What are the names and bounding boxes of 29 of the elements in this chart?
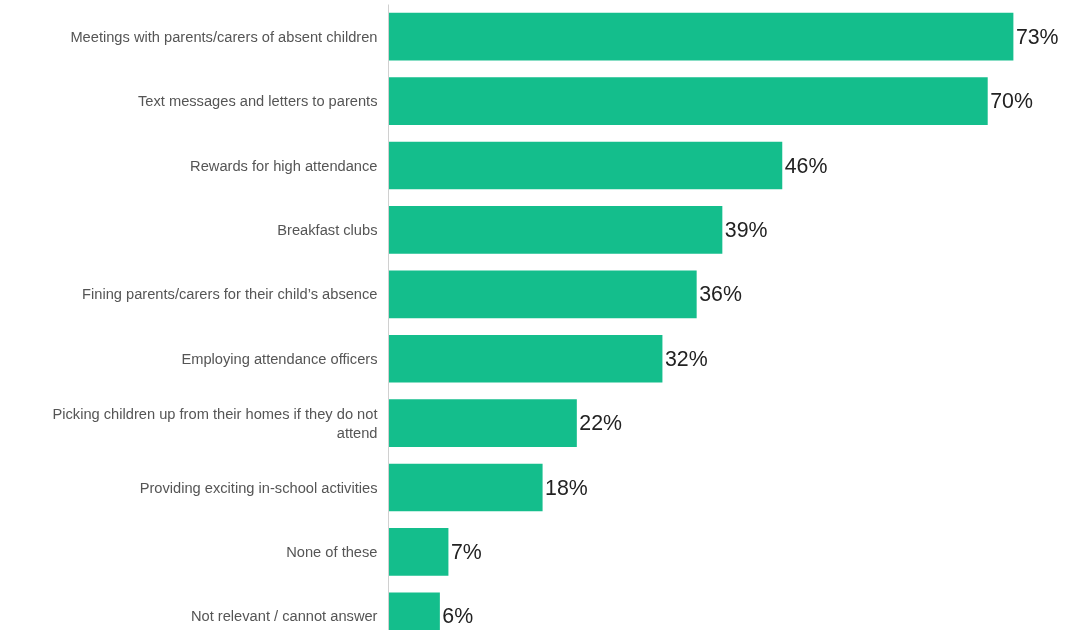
y-tick-label: Rewards for high attendance <box>190 157 378 174</box>
y-tick-label: Text messages and letters to parents <box>137 93 378 110</box>
y-tick-label: Breakfast clubs <box>277 221 378 238</box>
bar <box>388 399 577 447</box>
bar <box>388 141 783 190</box>
y-tick-label: Not relevant / cannot answer <box>190 608 378 625</box>
y-tick-label: Providing exciting in-school activities <box>139 479 378 496</box>
data-label: 70% <box>990 89 1033 114</box>
bar <box>388 270 697 319</box>
data-label: 22% <box>579 411 623 436</box>
data-label: 46% <box>784 153 828 178</box>
bar <box>388 206 723 254</box>
y-tick-label: Fining parents/carers for their child’s absence <box>82 286 378 303</box>
bar <box>388 334 663 383</box>
data-label: 6% <box>442 604 474 629</box>
data-label: 32% <box>664 346 708 371</box>
data-label: 7% <box>450 539 482 564</box>
bar <box>388 77 988 125</box>
data-label: 39% <box>724 217 768 242</box>
y-tick-label: Employing attendance officers <box>181 350 378 367</box>
y-tick-label: Meetings with parents/carers of absent children <box>70 28 378 45</box>
data-label: 36% <box>699 282 742 307</box>
y-tick-label: Picking children up from their homes if they do not attend <box>52 405 378 441</box>
y-tick-label: None of these <box>286 543 378 560</box>
bar <box>388 463 543 512</box>
bar <box>388 528 449 576</box>
data-label: 18% <box>545 475 588 500</box>
bar <box>388 12 1014 61</box>
data-label: 73% <box>1015 24 1059 49</box>
